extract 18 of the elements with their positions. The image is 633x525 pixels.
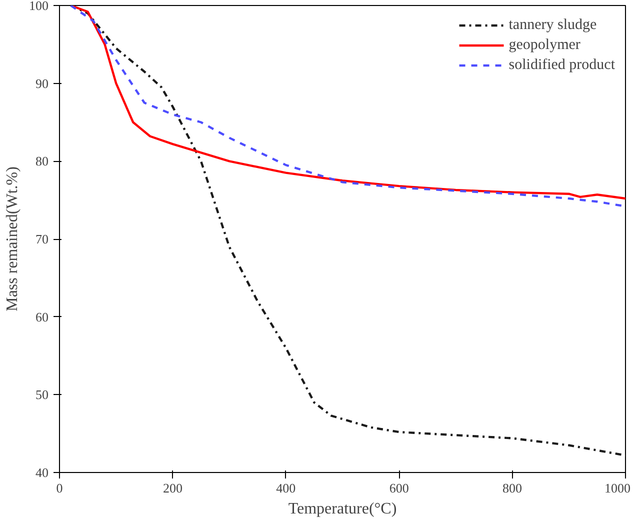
y-tick-label: 60 [36,309,48,324]
x-tick-label: 600 [389,480,409,496]
y-tick-label: 50 [36,387,48,402]
x-tick-label: 800 [502,480,522,496]
y-tick-label: 40 [36,465,48,480]
legend-label: tannery sludge [508,16,597,34]
legend-label: solidified product [508,56,615,74]
y-tick-label: 90 [36,76,48,91]
y-axis-title: Mass remained(Wt.%) [4,166,21,312]
legend-label: geopolymer [508,36,580,54]
y-tick-label: 100 [29,0,48,13]
y-tick-label: 70 [36,232,48,246]
x-tick-label: 0 [56,480,63,496]
x-tick-label: 200 [162,480,182,496]
x-tick-label: 400 [276,480,296,496]
y-tick-label: 80 [36,154,48,169]
x-tick-label: 1000 [604,480,630,496]
x-axis-title: Temperature(°C) [288,500,397,518]
